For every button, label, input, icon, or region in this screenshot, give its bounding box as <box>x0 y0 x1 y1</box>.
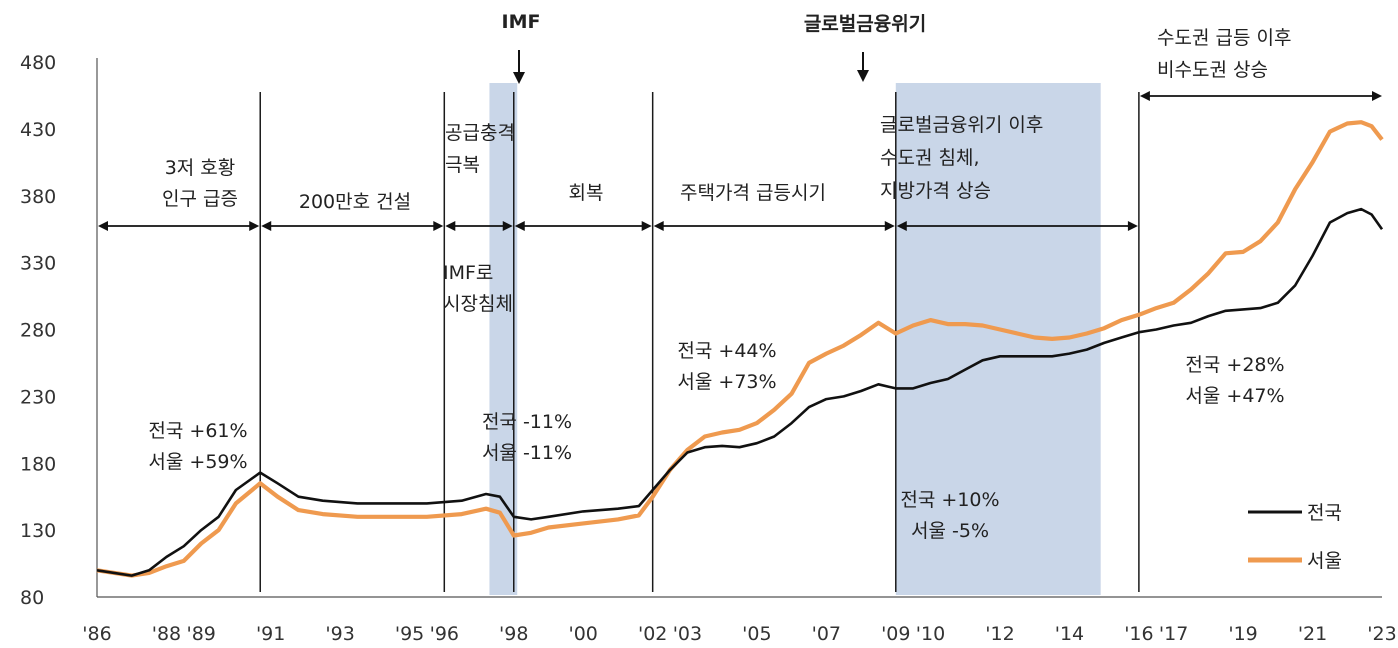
x-tick-label-16: '14 <box>1055 623 1084 645</box>
x-tick-label-18: '17 <box>1159 623 1188 645</box>
series-lines <box>96 120 1384 578</box>
x-tick-label-4: '93 <box>325 623 354 645</box>
x-tick-label-10: '03 <box>673 623 702 645</box>
period2-label: 200만호 건설 <box>299 191 411 213</box>
period6-label-line3: 지방가격 상승 <box>880 180 991 202</box>
period6-label-line2: 수도권 침체, <box>880 147 979 169</box>
period-arrow-4 <box>653 221 895 231</box>
stat4-national: 전국 +10% <box>900 489 999 511</box>
period-arrow-5 <box>896 221 1138 231</box>
x-tick-label-0: '86 <box>82 623 111 645</box>
x-tick-label-2: '89 <box>186 623 215 645</box>
x-tick-label-14: '10 <box>916 623 945 645</box>
x-tick-label-3: '91 <box>256 623 285 645</box>
legend-seoul-label: 서울 <box>1307 550 1342 572</box>
period-arrow-2-right-head-icon <box>502 221 513 231</box>
y-tick-label-7: 430 <box>20 119 56 141</box>
period-arrow-4-left-head-icon <box>653 221 664 231</box>
imf-note-line2: 시장침체 <box>443 293 513 315</box>
y-tick-label-8: 480 <box>20 52 56 74</box>
x-tick-label-5: '95 <box>395 623 424 645</box>
period1-label-line1: 3저 호황 <box>165 157 236 179</box>
period-arrow-2 <box>445 221 513 231</box>
imf-title: IMF <box>502 11 541 33</box>
period3-label-line1: 공급충격 <box>445 122 515 144</box>
period-arrow-6-left-head-icon <box>1139 91 1150 101</box>
stat3-national: 전국 +44% <box>677 340 776 362</box>
x-tick-label-12: '07 <box>812 623 841 645</box>
axes: 80 130 180 230 280 330 380 430 480 '86 '88'89 '91 '9… <box>20 52 1397 645</box>
stat5-national: 전국 +28% <box>1185 354 1284 376</box>
x-tick-label-8: '00 <box>569 623 598 645</box>
y-tick-label-3: 230 <box>20 386 56 408</box>
period-arrow-1-left-head-icon <box>261 221 272 231</box>
period-arrow-3-right-head-icon <box>641 221 652 231</box>
series-line-seoul <box>96 120 1384 578</box>
x-tick-label-17: '16 <box>1124 623 1153 645</box>
period-arrow-5-right-head-icon <box>1127 221 1138 231</box>
period7-label-line1: 수도권 급등 이후 <box>1157 27 1291 49</box>
imf-down-arrow-icon <box>513 50 525 84</box>
imf-note-line1: IMF로 <box>443 262 493 284</box>
period7-label-line2: 비수도권 상승 <box>1157 59 1268 81</box>
annotations: IMF 글로벌금융위기 3저 호황 인구 급증 200만호 건설 공급충격 극복… <box>148 11 1291 542</box>
y-tick-label-5: 330 <box>20 253 56 275</box>
stat1-national: 전국 +61% <box>148 420 247 442</box>
x-tick-label-1: '88 <box>152 623 181 645</box>
x-tick-label-13: '09 <box>881 623 910 645</box>
period-arrow-3-left-head-icon <box>514 221 525 231</box>
y-tick-label-1: 130 <box>20 520 56 542</box>
y-tick-label-2: 180 <box>20 453 56 475</box>
y-tick-label-6: 380 <box>20 186 56 208</box>
x-tick-label-9: '02 <box>638 623 667 645</box>
period-arrow-5-left-head-icon <box>896 221 907 231</box>
period-arrow-2-left-head-icon <box>445 221 456 231</box>
stat2-seoul: 서울 -11% <box>482 442 572 464</box>
series-line-national <box>96 207 1384 577</box>
y-tick-label-0: 80 <box>20 587 44 609</box>
stat4-seoul: 서울 -5% <box>911 520 989 542</box>
period-arrow-3 <box>514 221 652 231</box>
stat3-seoul: 서울 +73% <box>677 371 776 393</box>
period-arrow-0-right-head-icon <box>249 221 260 231</box>
legend: 전국 서울 <box>1248 502 1342 572</box>
period-arrow-1 <box>261 221 444 231</box>
period-arrow-4-right-head-icon <box>884 221 895 231</box>
period-arrows <box>98 91 1382 231</box>
x-tick-label-6: '96 <box>430 623 459 645</box>
x-tick-label-15: '12 <box>985 623 1014 645</box>
gfc-down-arrow-icon <box>857 52 869 82</box>
y-tick-label-4: 280 <box>20 320 56 342</box>
period5-label: 주택가격 급등시기 <box>680 182 826 204</box>
shaded-periods <box>489 83 1101 595</box>
period4-label: 회복 <box>569 182 604 204</box>
period3-label-line2: 극복 <box>445 154 480 176</box>
stat1-seoul: 서울 +59% <box>148 451 247 473</box>
period-arrow-0 <box>98 221 260 231</box>
period1-label-line2: 인구 급증 <box>162 188 238 210</box>
x-tick-label-19: '19 <box>1228 623 1257 645</box>
x-tick-label-20: '21 <box>1298 623 1327 645</box>
stat2-national: 전국 -11% <box>482 411 572 433</box>
legend-national-label: 전국 <box>1307 502 1342 524</box>
period-arrow-6 <box>1139 91 1382 101</box>
period-arrow-0-left-head-icon <box>98 221 108 231</box>
x-tick-label-7: '98 <box>499 623 528 645</box>
x-tick-label-21: '23 <box>1367 623 1396 645</box>
period-dividers <box>259 92 1140 592</box>
stat5-seoul: 서울 +47% <box>1185 385 1284 407</box>
period-arrow-6-right-head-icon <box>1372 91 1382 101</box>
period6-label-line1: 글로벌금융위기 이후 <box>880 114 1043 136</box>
period-arrow-1-right-head-icon <box>433 221 444 231</box>
gfc-title: 글로벌금융위기 <box>804 13 926 35</box>
x-tick-label-11: '05 <box>742 623 771 645</box>
